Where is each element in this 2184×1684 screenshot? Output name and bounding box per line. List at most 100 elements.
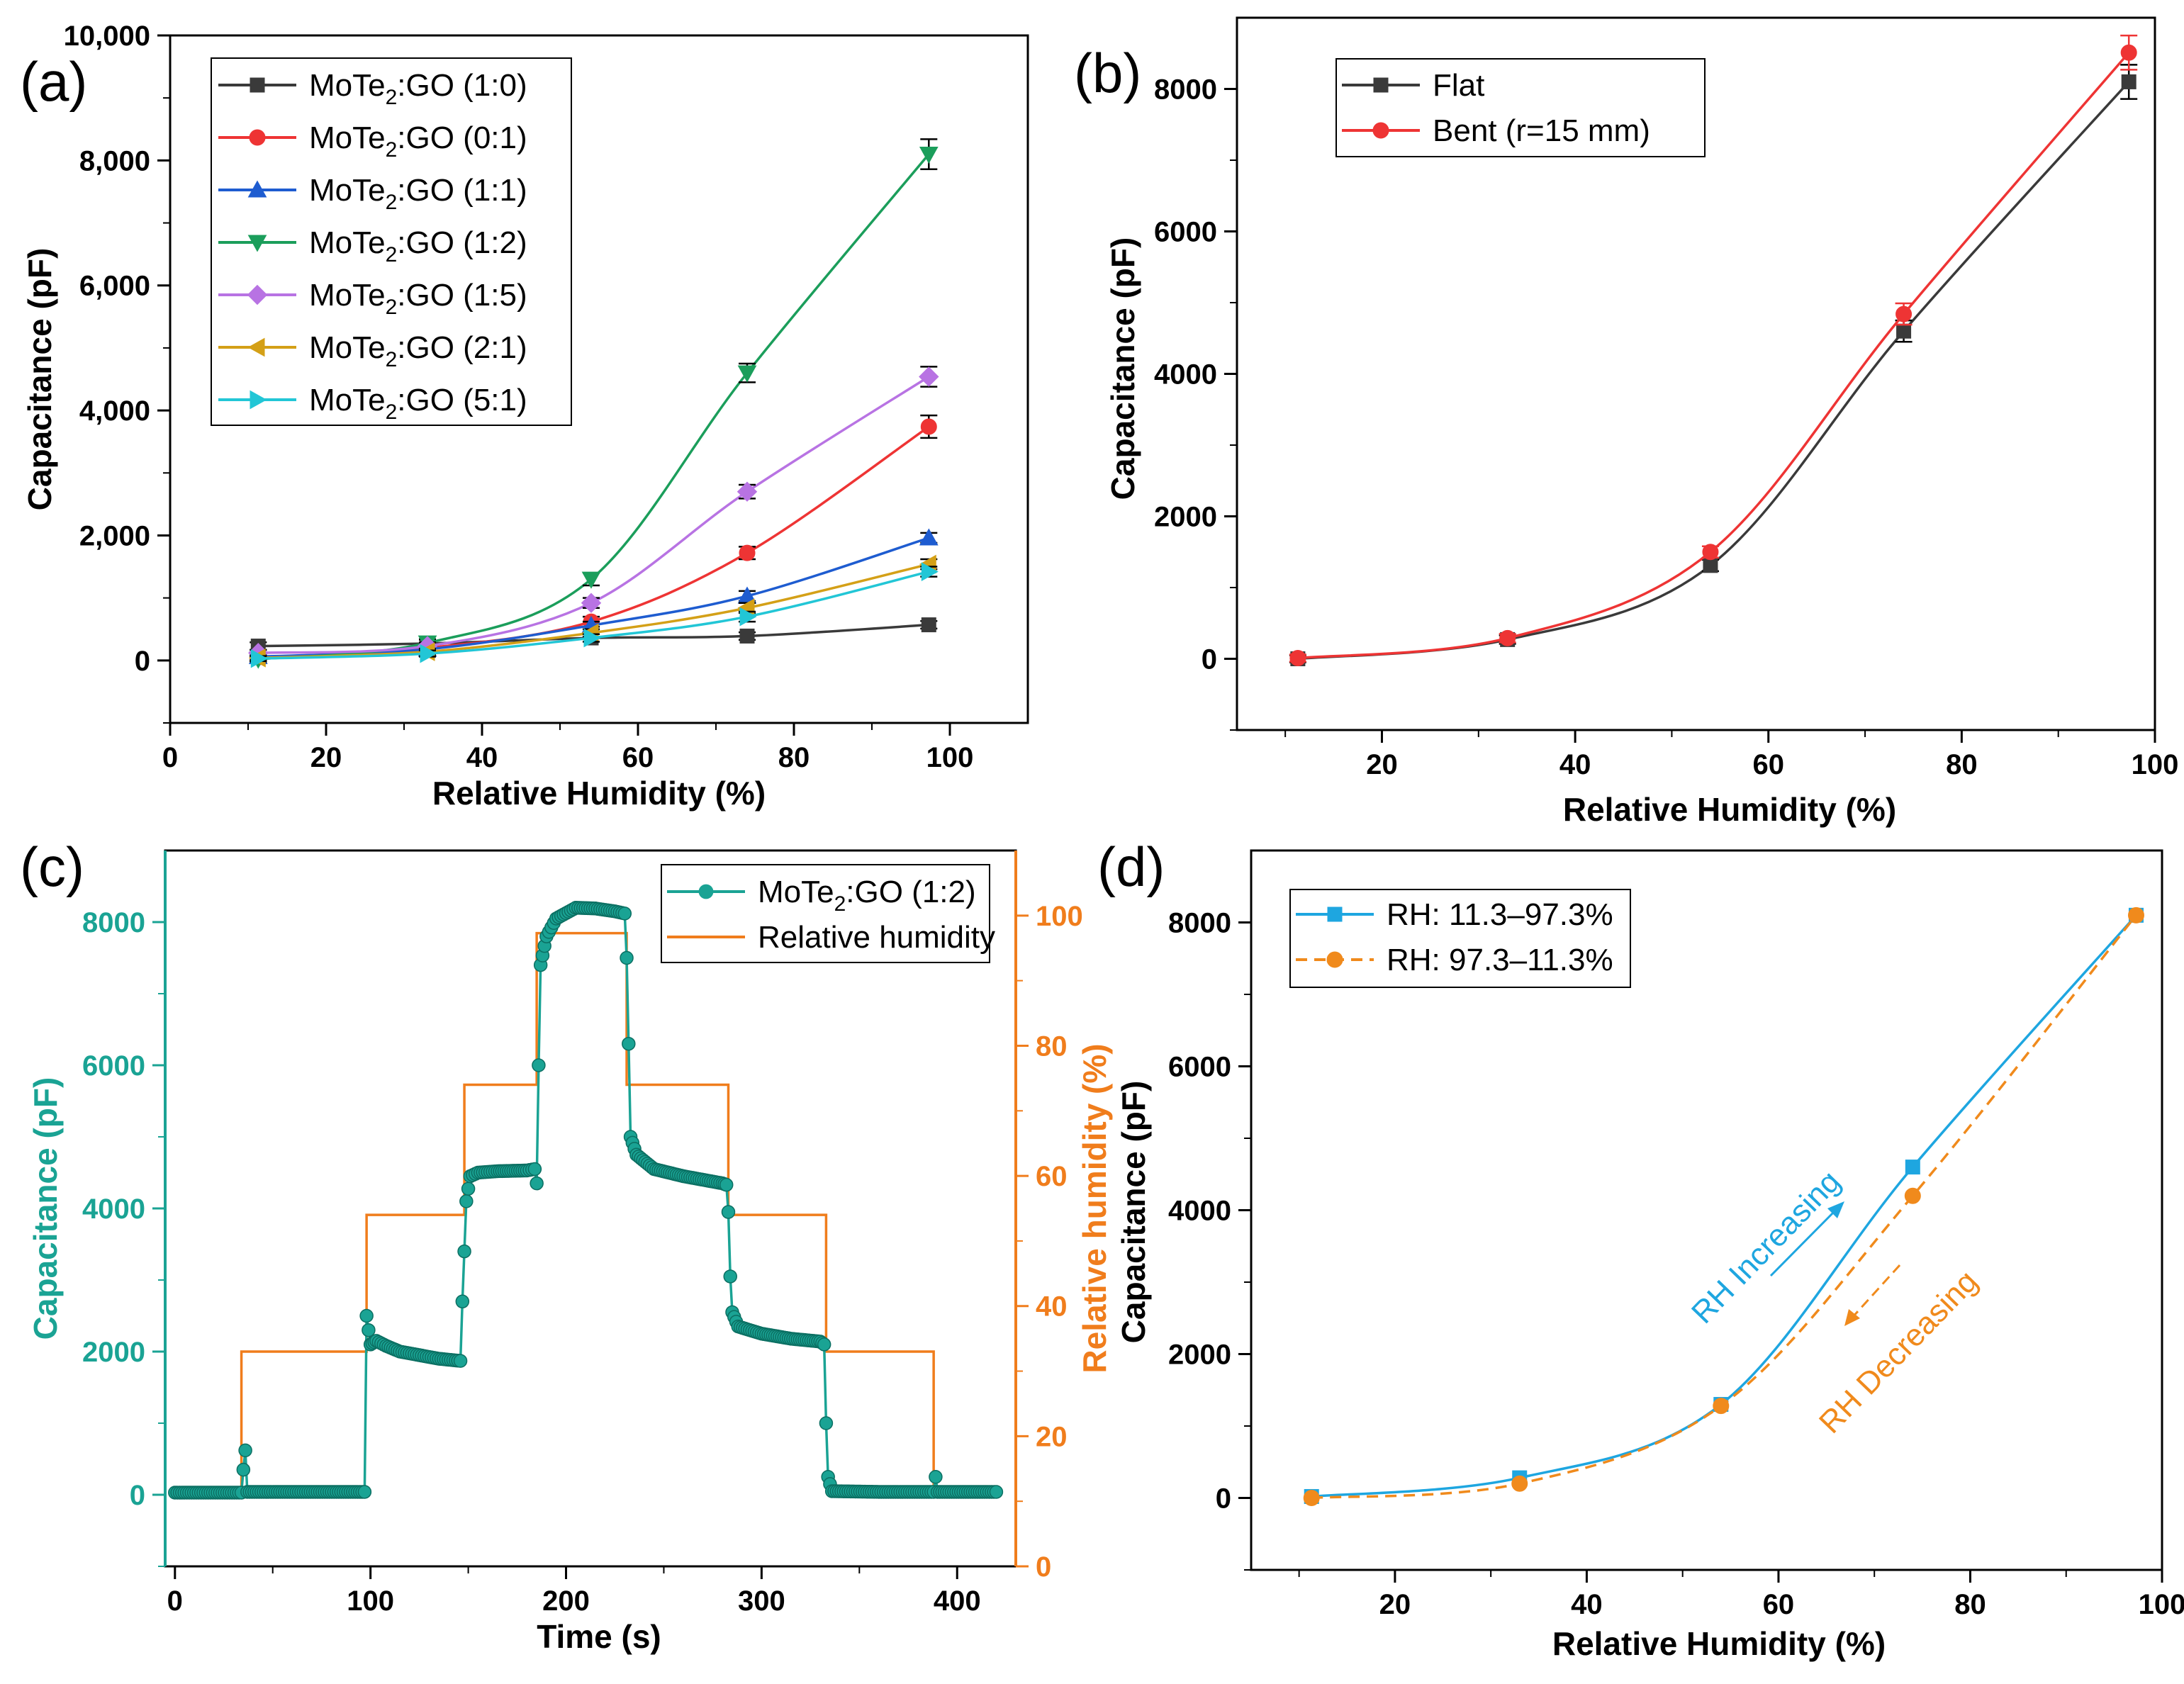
capacitance-markers xyxy=(168,901,1004,1500)
data-point xyxy=(622,1036,636,1051)
y2-tick-label: 60 xyxy=(1036,1161,1068,1192)
legend-label: Relative humidity xyxy=(758,920,995,955)
panel-c-legend: MoTe2:GO (1:2) Relative humidity xyxy=(661,864,995,963)
data-point xyxy=(530,1176,544,1191)
data-point xyxy=(921,562,939,581)
data-point xyxy=(1905,1160,1920,1175)
data-point xyxy=(617,906,632,921)
legend-item: MoTe2:GO (0:1) xyxy=(218,120,527,162)
series-1 xyxy=(1304,907,2144,1504)
capacitance-line xyxy=(174,906,997,1494)
data-point xyxy=(721,1205,736,1219)
legend-label: MoTe2:GO (1:2) xyxy=(309,225,527,266)
panel-d-y-axis: 0 2000 4000 6000 8000 xyxy=(1168,908,1251,1571)
data-point xyxy=(420,644,437,663)
data-point xyxy=(719,1177,734,1192)
legend-label: MoTe2:GO (1:1) xyxy=(309,173,527,214)
legend-item: Relative humidity xyxy=(667,920,995,955)
data-point xyxy=(581,593,602,613)
rh-decreasing-annotation: RH Decreasing xyxy=(1813,1264,1984,1440)
y-tick-label: 6,000 xyxy=(79,271,150,302)
y-tick-label: 0 xyxy=(130,1480,145,1511)
data-point xyxy=(2127,906,2144,924)
data-point xyxy=(250,649,268,668)
data-point xyxy=(583,628,601,648)
x-tick-label: 60 xyxy=(1752,749,1784,780)
arrow-head xyxy=(1844,1309,1860,1326)
series-7 xyxy=(250,562,939,668)
data-point xyxy=(1303,1490,1320,1506)
data-point xyxy=(929,1470,943,1484)
data-point xyxy=(1499,629,1516,646)
panel-d-legend-box xyxy=(1289,889,1631,988)
legend-label: MoTe2:GO (1:5) xyxy=(309,278,527,319)
x-tick-label: 80 xyxy=(1946,749,1978,780)
data-point xyxy=(527,1162,542,1177)
x-tick-label: 100 xyxy=(2132,749,2179,780)
legend-label: MoTe2:GO (1:2) xyxy=(758,875,976,916)
panel-c-plot-area xyxy=(168,901,1004,1500)
panel-c-x-label: Time (s) xyxy=(537,1618,661,1655)
x-tick-label: 60 xyxy=(622,742,654,773)
data-point xyxy=(919,147,939,164)
data-point xyxy=(1713,1398,1730,1415)
y-tick-label: 4,000 xyxy=(79,395,150,427)
data-point xyxy=(620,950,634,965)
panel-c-y2-axis: 0 20 40 60 80 100 xyxy=(1016,901,1083,1583)
panel-c-y2-label: Relative humidity (%) xyxy=(1076,1043,1113,1373)
x-tick-label: 0 xyxy=(167,1585,183,1617)
panel-a-legend: MoTe2:GO (1:0) MoTe2:GO (0:1) MoTe2:GO (1:… xyxy=(211,57,572,426)
legend-label: MoTe2:GO (2:1) xyxy=(309,330,527,371)
y-tick-label: 0 xyxy=(1216,1483,1231,1515)
legend-marker xyxy=(698,884,714,899)
panel-a-frame xyxy=(169,34,1029,724)
data-point xyxy=(1895,305,1913,322)
data-point xyxy=(819,1416,834,1430)
data-point xyxy=(581,571,601,589)
series-2 xyxy=(1289,34,2138,666)
y-tick-label: 2000 xyxy=(82,1337,145,1368)
legend-marker xyxy=(1327,906,1343,922)
x-tick-label: 40 xyxy=(466,742,498,773)
x-tick-label: 100 xyxy=(347,1585,394,1617)
legend-label: RH: 11.3–97.3% xyxy=(1387,897,1613,932)
data-point xyxy=(455,1294,470,1309)
legend-label: MoTe2:GO (1:0) xyxy=(309,68,527,109)
data-point xyxy=(1702,544,1719,561)
legend-marker xyxy=(247,180,267,198)
x-tick-label: 200 xyxy=(542,1585,590,1617)
x-tick-label: 40 xyxy=(1559,749,1591,780)
data-point xyxy=(2120,44,2137,61)
x-tick-label: 80 xyxy=(1954,1589,1986,1620)
panel-c-y-label: Capacitance (pF) xyxy=(27,1077,64,1340)
panel-b-x-label: Relative Humidity (%) xyxy=(1563,791,1896,828)
y-tick-label: 8000 xyxy=(82,907,145,938)
data-point xyxy=(989,1485,1004,1499)
arrow-shaft xyxy=(1769,1207,1839,1277)
data-point xyxy=(236,1462,251,1477)
y2-tick-label: 0 xyxy=(1036,1551,1051,1583)
legend-label: MoTe2:GO (5:1) xyxy=(309,383,527,424)
legend-marker xyxy=(1373,77,1389,93)
y-tick-label: 10,000 xyxy=(64,21,150,52)
panel-a-label: (a) xyxy=(20,50,87,113)
x-tick-label: 40 xyxy=(1571,1589,1603,1620)
y-tick-label: 8000 xyxy=(1154,74,1217,106)
data-point xyxy=(461,1181,476,1196)
legend-marker xyxy=(250,390,267,410)
legend-label: MoTe2:GO (0:1) xyxy=(309,120,527,162)
data-point xyxy=(739,544,756,561)
legend-item: MoTe2:GO (1:2) xyxy=(218,225,527,266)
panel-c-y-axis: 0 2000 4000 6000 8000 xyxy=(82,907,165,1567)
data-point xyxy=(1703,558,1718,573)
panel-a-x-axis: 0 20 40 60 80 100 xyxy=(162,723,974,773)
data-point xyxy=(459,1194,474,1208)
panel-b-x-axis: 20 40 60 80 100 xyxy=(1284,730,2179,780)
x-tick-label: 100 xyxy=(926,742,974,773)
legend-marker xyxy=(1326,951,1343,968)
panel-a-plot-area xyxy=(248,138,939,669)
data-point xyxy=(919,366,939,387)
data-point xyxy=(357,1485,372,1499)
y-tick-label: 4000 xyxy=(1154,359,1217,391)
